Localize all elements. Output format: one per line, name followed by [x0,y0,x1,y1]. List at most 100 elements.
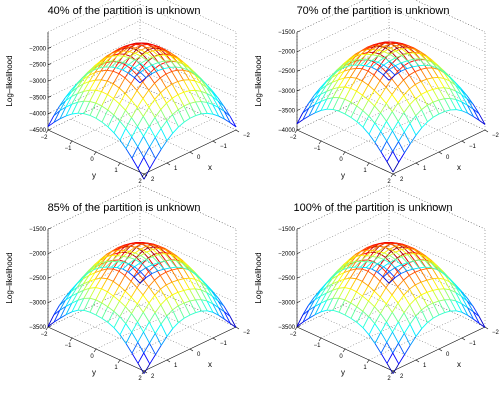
mesh-segment [65,103,72,108]
mesh-segment [402,246,410,254]
mesh-segment [379,265,387,273]
mesh-segment [116,67,123,71]
mesh-segment [134,266,141,272]
mesh-segment [460,290,468,299]
mesh-segment [374,332,382,344]
mesh-segment [372,255,379,258]
mesh-segment [382,271,390,278]
mesh-segment [164,253,171,255]
mesh-segment [59,314,67,319]
mesh-segment [308,104,316,117]
mesh-segment [420,67,427,70]
z-tick [47,252,52,254]
mesh-segment [113,285,120,297]
mesh-segment [183,288,190,291]
mesh-segment [409,284,416,290]
mesh-segment [89,102,97,116]
mesh-segment [94,70,102,81]
mesh-segment [361,59,369,69]
mesh-segment [397,312,405,323]
mesh-segment [118,87,126,94]
mesh-segment [47,314,55,327]
mesh-segment [461,94,468,106]
mesh-segment [89,89,96,102]
mesh-segment [200,289,208,302]
mesh-segment [223,111,231,123]
mesh-segment [438,99,446,112]
mesh-segment [188,277,196,289]
z-grid-line [47,209,237,254]
mesh-segment [438,299,445,302]
mesh-segment [432,288,439,291]
mesh-segment [373,61,381,67]
mesh-segment [413,253,420,255]
mesh-segment [362,295,369,302]
mesh-segment [449,80,457,92]
mesh-segment [320,309,328,313]
mesh-segment [343,63,351,72]
mesh-segment [47,121,55,127]
mesh-segment [143,136,150,148]
z-grid-line [47,53,237,98]
mesh-segment [296,119,304,125]
mesh-segment [326,88,333,92]
mesh-segment [326,298,334,311]
mesh-segment [395,256,402,260]
mesh-segment [140,59,147,64]
mesh-segment [77,283,84,288]
mesh-segment [436,67,444,72]
mesh-segment [163,267,171,270]
mesh-segment [391,63,398,72]
mesh-segment [368,105,375,117]
mesh-segment [349,261,357,271]
mesh-segment [389,245,397,250]
mesh-segment [356,95,363,107]
mesh-segment [130,296,138,305]
mesh-segment [183,90,190,93]
mesh-segment [432,87,439,90]
mesh-segment [407,53,414,60]
mesh-segment [438,277,445,280]
mesh-segment [449,281,457,293]
mesh-segment [158,49,165,52]
mesh-segment [409,71,416,76]
mesh-segment [152,49,159,52]
z-axis-label: Log–likelihood [5,252,14,303]
mesh-segment [390,243,397,247]
mesh-segment [394,70,402,76]
mesh-segment [154,312,162,325]
mesh-segment [140,245,148,250]
mesh-segment [212,104,219,108]
mesh-segment [164,54,171,57]
z-grid-line [296,0,486,33]
mesh-segment [117,245,125,251]
z-grid-line [47,258,237,303]
mesh-segment [112,61,119,63]
mesh-segment [94,270,102,280]
mesh-segment [389,57,396,62]
mesh-segment [377,258,385,265]
mesh-segment [148,68,155,75]
mesh-segment [199,77,207,85]
mesh-segment [467,307,474,320]
mesh-segment [395,54,402,59]
panel-title: 85% of the partition is unknown [48,202,201,214]
mesh-segment [326,81,333,86]
mesh-segment [349,67,357,70]
mesh-segment [71,292,78,304]
mesh-segment [326,297,333,301]
mesh-segment [397,102,405,113]
mesh-segment [380,303,387,314]
mesh-segment [408,59,415,63]
mesh-segment [159,53,166,55]
mesh-segment [361,80,369,86]
mesh-segment [154,294,162,306]
mesh-segment [136,81,144,91]
mesh-segment [93,67,100,71]
mesh-segment [395,264,402,268]
mesh-segment [382,276,390,284]
mesh-segment [373,80,381,91]
mesh-segment [368,115,376,124]
mesh-segment [377,69,384,76]
mesh-segment [134,63,141,69]
